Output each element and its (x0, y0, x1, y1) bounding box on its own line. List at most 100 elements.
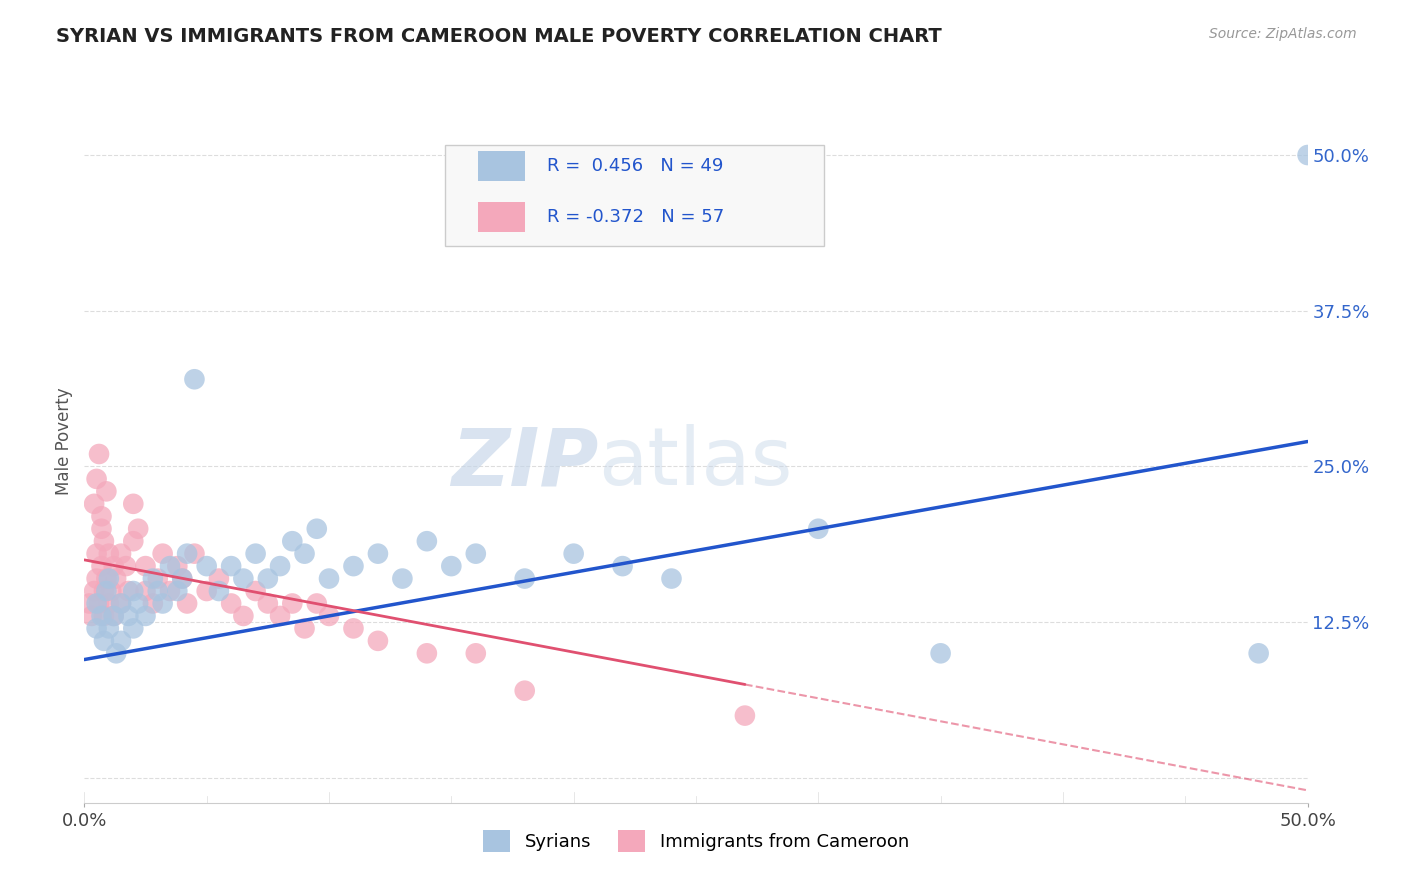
Point (367, 633, 389, 648)
Point (166, 584, 188, 599)
Point (281, 597, 304, 611)
Point (127, 597, 149, 611)
Point (122, 584, 145, 599)
Point (367, 547, 389, 561)
Point (152, 597, 174, 611)
Point (513, 572, 536, 586)
Point (90, 509, 112, 524)
Point (87, 447, 110, 461)
Point (464, 646, 486, 660)
Point (172, 572, 194, 586)
Point (105, 646, 128, 660)
Point (110, 633, 132, 648)
Point (122, 534, 145, 549)
Point (440, 559, 463, 574)
Point (93, 633, 115, 648)
Point (464, 547, 486, 561)
Point (142, 597, 165, 611)
Point (117, 609, 139, 624)
Point (929, 646, 952, 660)
Point (195, 584, 218, 599)
Point (93, 584, 115, 599)
Point (294, 547, 316, 561)
Point (115, 559, 138, 574)
Point (93, 609, 115, 624)
Point (93, 534, 115, 549)
Legend: Syrians, Immigrants from Cameroon: Syrians, Immigrants from Cameroon (484, 830, 908, 852)
Point (77, 597, 100, 611)
Point (219, 597, 242, 611)
Point (127, 522, 149, 536)
Point (416, 646, 439, 660)
Point (1247, 646, 1270, 660)
Point (86, 547, 108, 561)
Point (513, 683, 536, 698)
Point (96, 584, 118, 599)
Text: SYRIAN VS IMMIGRANTS FROM CAMEROON MALE POVERTY CORRELATION CHART: SYRIAN VS IMMIGRANTS FROM CAMEROON MALE … (56, 27, 942, 45)
Point (152, 547, 174, 561)
Point (103, 559, 125, 574)
Point (734, 708, 756, 723)
Point (305, 597, 328, 611)
Point (110, 597, 132, 611)
Point (219, 559, 242, 574)
Point (305, 522, 328, 536)
Y-axis label: Male Poverty: Male Poverty (55, 388, 73, 495)
Point (97, 547, 120, 561)
Point (90, 522, 112, 536)
Point (176, 597, 198, 611)
Point (208, 572, 231, 586)
Point (318, 609, 340, 624)
Point (103, 609, 125, 624)
Point (807, 522, 830, 536)
Point (90, 609, 112, 624)
Point (110, 547, 132, 561)
Point (183, 372, 205, 386)
Point (83, 497, 105, 511)
Point (391, 572, 413, 586)
Point (281, 534, 304, 549)
Text: R =  0.456   N = 49: R = 0.456 N = 49 (547, 157, 723, 175)
Point (294, 621, 316, 635)
Text: atlas: atlas (598, 425, 793, 502)
Point (97, 621, 120, 635)
Point (208, 584, 231, 599)
FancyBboxPatch shape (446, 145, 824, 246)
Point (110, 597, 132, 611)
Point (86, 621, 108, 635)
Point (661, 572, 683, 586)
Point (232, 609, 254, 624)
Point (562, 547, 585, 561)
FancyBboxPatch shape (478, 151, 524, 181)
Text: Source: ZipAtlas.com: Source: ZipAtlas.com (1209, 27, 1357, 41)
Point (257, 597, 280, 611)
Point (183, 547, 205, 561)
Text: ZIP: ZIP (451, 425, 598, 502)
Point (86, 572, 108, 586)
Point (96, 572, 118, 586)
Point (269, 559, 291, 574)
Point (100, 584, 122, 599)
Point (105, 572, 128, 586)
Point (416, 534, 439, 549)
Point (612, 559, 634, 574)
Point (257, 572, 280, 586)
Point (97, 572, 120, 586)
Point (159, 584, 181, 599)
Point (135, 559, 157, 574)
Point (318, 572, 340, 586)
FancyBboxPatch shape (478, 202, 524, 232)
Point (122, 497, 145, 511)
Point (122, 621, 145, 635)
Point (146, 572, 169, 586)
Point (83, 584, 105, 599)
Point (86, 597, 108, 611)
Point (146, 584, 169, 599)
Point (172, 572, 194, 586)
Point (342, 559, 364, 574)
Point (90, 559, 112, 574)
Point (97, 597, 120, 611)
Point (117, 584, 139, 599)
Point (142, 572, 165, 586)
Point (159, 559, 181, 574)
